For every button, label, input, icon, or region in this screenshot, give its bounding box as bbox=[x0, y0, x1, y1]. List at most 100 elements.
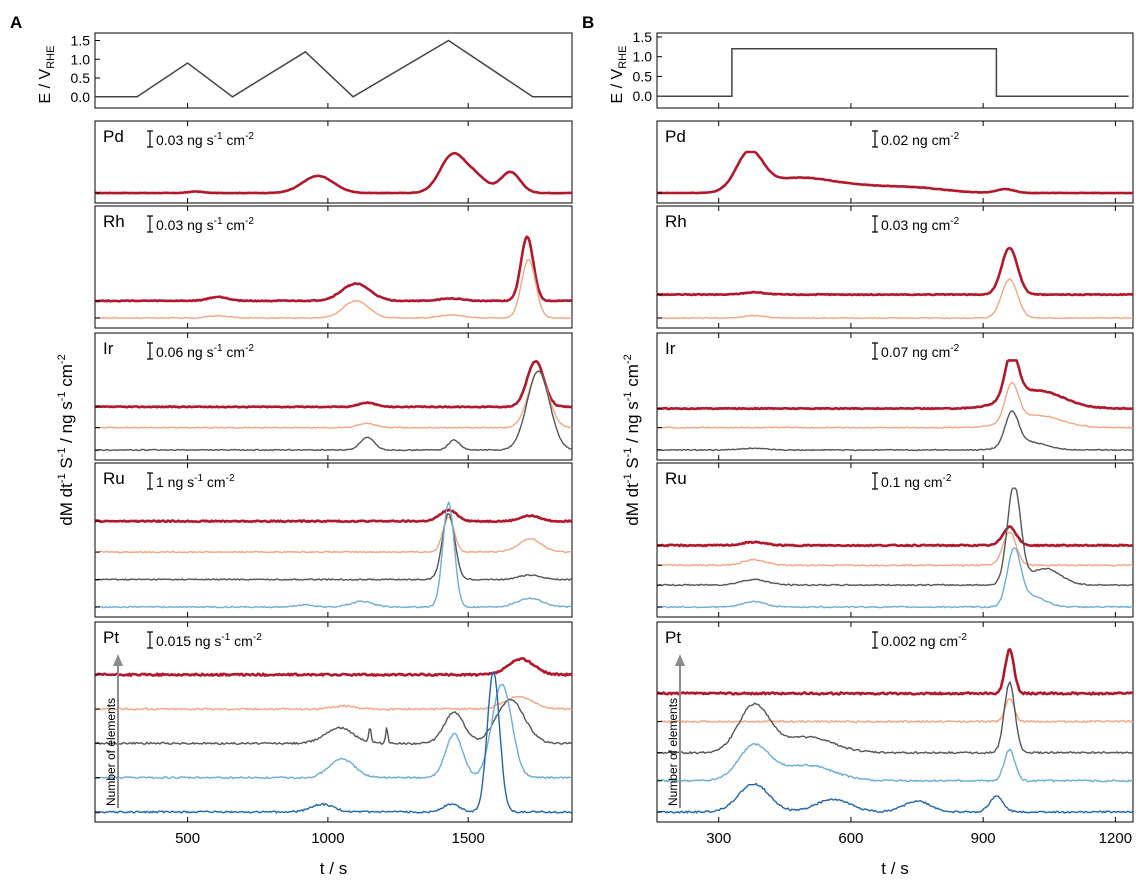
scale-bar-label: 0.015 ng s-1 cm-2 bbox=[156, 632, 262, 649]
dissolution-axis-label: dM dt-1 S-1 / ng s-1 cm-2 bbox=[622, 354, 642, 525]
trace-Ir-gray bbox=[94, 370, 573, 452]
x-axis-label: t / s bbox=[881, 859, 908, 878]
trace-Pd-dark_red bbox=[656, 150, 1134, 195]
element-symbol: Pt bbox=[665, 628, 681, 647]
trace-Ir-orange bbox=[656, 381, 1134, 429]
potential-plot-A: 0.0 0.5 1.0 1.5 E / VRHE bbox=[37, 32, 573, 109]
xtick-label: 1500 bbox=[451, 830, 484, 847]
element-plot-A-Ru: Ru 1 ng s-1 cm-2 bbox=[94, 462, 573, 618]
trace-Pt-dark_blue bbox=[94, 671, 573, 814]
element-symbol: Pd bbox=[665, 127, 686, 146]
element-frame bbox=[656, 205, 1134, 329]
arrow-label: Number of elements bbox=[104, 698, 118, 806]
element-plot-B-Ru: Ru 0.1 ng cm-2 bbox=[656, 462, 1134, 618]
trace-Ir-dark_red bbox=[656, 359, 1134, 411]
scale-bar bbox=[872, 472, 878, 490]
scale-bar bbox=[147, 130, 153, 148]
trace-Ru-dark_red bbox=[656, 525, 1134, 548]
potential-frame bbox=[94, 32, 573, 109]
element-frame bbox=[656, 332, 1134, 461]
trace-Pt-light_blue bbox=[656, 742, 1133, 783]
scale-bar-label: 0.03 ng cm-2 bbox=[881, 216, 960, 233]
xtick-label: 1200 bbox=[1099, 830, 1132, 847]
element-plot-A-Pd: Pd 0.03 ng s-1 cm-2 bbox=[94, 120, 573, 204]
element-plot-A-Pt: Pt 0.015 ng s-1 cm-2 Number of elements bbox=[94, 621, 573, 823]
scale-bar-label: 0.07 ng cm-2 bbox=[881, 343, 960, 360]
potential-ytick-label: 0.5 bbox=[71, 70, 91, 86]
element-frame bbox=[94, 621, 573, 823]
trace-Ru-light_blue bbox=[94, 501, 573, 609]
element-plot-B-Pt: Pt 0.002 ng cm-2 Number of elements bbox=[656, 621, 1134, 823]
potential-ytick-label: 1.0 bbox=[633, 49, 653, 65]
trace-Ru-dark_red bbox=[94, 508, 573, 524]
trace-Rh-orange bbox=[657, 278, 1134, 320]
xtick-label: 900 bbox=[971, 830, 996, 847]
trace-Rh-dark_red bbox=[95, 235, 573, 303]
trace-Pt-dark_red bbox=[656, 648, 1133, 696]
element-symbol: Ru bbox=[665, 469, 687, 488]
potential-line bbox=[661, 48, 1129, 97]
scale-bar bbox=[872, 130, 878, 148]
panel-letter-A: A bbox=[10, 13, 22, 32]
scale-bar bbox=[872, 631, 878, 649]
element-plot-A-Ir: Ir 0.06 ng s-1 cm-2 bbox=[94, 332, 573, 461]
potential-ytick-label: 1.5 bbox=[633, 29, 653, 45]
element-symbol: Pt bbox=[103, 628, 119, 647]
trace-Ru-orange bbox=[657, 531, 1133, 567]
potential-axis-label: E / VRHE bbox=[37, 46, 57, 104]
element-symbol: Ir bbox=[665, 339, 676, 358]
trace-Pt-light_blue bbox=[94, 683, 573, 780]
element-frame bbox=[94, 120, 573, 204]
scale-bar-label: 0.06 ng s-1 cm-2 bbox=[156, 343, 254, 360]
arrow-head bbox=[675, 654, 685, 666]
potential-plot-B: 0.0 0.5 1.0 1.5E / VRHE bbox=[609, 29, 1134, 109]
scale-bar bbox=[147, 472, 153, 490]
trace-Ir-gray bbox=[656, 410, 1133, 452]
xtick-label: 1000 bbox=[311, 830, 344, 847]
panel-letter-B: B bbox=[582, 13, 594, 32]
scale-bar-label: 0.02 ng cm-2 bbox=[881, 131, 960, 148]
element-plot-A-Rh: Rh 0.03 ng s-1 cm-2 bbox=[94, 205, 573, 329]
trace-Ru-gray bbox=[94, 513, 573, 581]
element-symbol: Pd bbox=[103, 127, 124, 146]
element-frame bbox=[94, 332, 573, 461]
dissolution-axis-label: dM dt-1 S-1 / ng s-1 cm-2 bbox=[56, 354, 76, 525]
potential-ytick-label: 0.0 bbox=[633, 88, 653, 104]
trace-Pt-dark_red bbox=[94, 657, 573, 677]
element-frame bbox=[656, 120, 1134, 204]
trace-Pt-gray bbox=[94, 699, 573, 745]
potential-ytick-label: 0.5 bbox=[633, 68, 653, 84]
trace-Rh-orange bbox=[94, 258, 573, 320]
arrow-head bbox=[113, 654, 123, 666]
trace-Ru-gray bbox=[656, 487, 1134, 587]
potential-ytick-label: 0.0 bbox=[71, 89, 91, 105]
trace-Pt-orange bbox=[94, 695, 573, 711]
trace-Ir-orange bbox=[94, 370, 573, 429]
potential-axis-label: E / VRHE bbox=[609, 46, 629, 104]
trace-Pt-gray bbox=[656, 681, 1134, 755]
potential-line bbox=[95, 39, 572, 98]
arrow-label: Number of elements bbox=[666, 698, 680, 806]
xtick-label: 500 bbox=[175, 830, 200, 847]
scale-bar bbox=[147, 631, 153, 649]
scale-bar-label: 0.1 ng cm-2 bbox=[881, 473, 952, 490]
trace-Ru-orange bbox=[94, 516, 573, 554]
scale-bar bbox=[147, 342, 153, 360]
scale-bar-label: 0.03 ng s-1 cm-2 bbox=[156, 131, 254, 148]
element-symbol: Ir bbox=[103, 339, 114, 358]
trace-Pt-dark_blue bbox=[656, 782, 1134, 814]
element-plot-B-Pd: Pd 0.02 ng cm-2 bbox=[656, 120, 1134, 204]
scale-bar bbox=[147, 215, 153, 233]
scale-bar bbox=[872, 215, 878, 233]
element-symbol: Ru bbox=[103, 469, 125, 488]
trace-Pd-dark_red bbox=[95, 151, 573, 195]
xtick-label: 300 bbox=[706, 830, 731, 847]
trace-Ir-dark_red bbox=[95, 359, 573, 409]
element-frame bbox=[94, 462, 573, 618]
trace-Ru-light_blue bbox=[656, 547, 1134, 609]
xtick-label: 600 bbox=[838, 830, 863, 847]
trace-Rh-dark_red bbox=[656, 246, 1134, 297]
trace-Pt-orange bbox=[656, 698, 1134, 724]
